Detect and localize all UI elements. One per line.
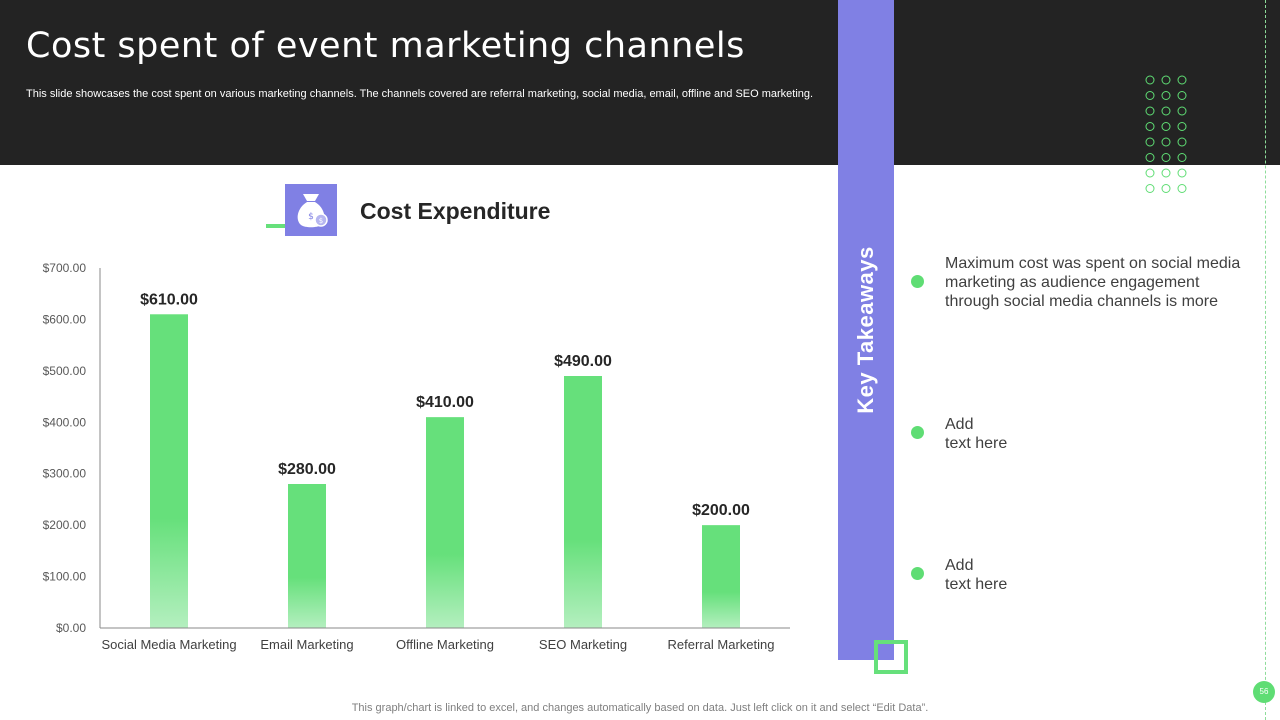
x-tick-label: Referral Marketing xyxy=(668,637,775,652)
y-tick-label: $300.00 xyxy=(43,467,87,481)
bar xyxy=(564,376,602,628)
takeaway-3-line-2: text here xyxy=(945,576,1008,593)
takeaway-text-3: Add text here xyxy=(945,556,1245,594)
page-subtitle: This slide showcases the cost spent on v… xyxy=(26,88,814,100)
bar xyxy=(702,525,740,628)
page-title: Cost spent of event marketing channels xyxy=(26,26,745,66)
takeaway-1-line-1: Maximum cost was spent on social media xyxy=(945,255,1241,272)
y-tick-label: $500.00 xyxy=(43,364,87,378)
header-bar: Cost spent of event marketing channels T… xyxy=(0,0,1280,165)
takeaway-2-line-1: Add xyxy=(945,416,974,433)
takeaway-bullet-3 xyxy=(911,567,924,580)
page-number-badge: 56 xyxy=(1253,681,1275,703)
y-tick-label: $100.00 xyxy=(43,570,87,584)
bar xyxy=(426,417,464,628)
cost-bar-chart: $0.00 $100.00 $200.00 $300.00 $400.00 $500.00… xyxy=(43,261,790,652)
y-tick-label: $200.00 xyxy=(43,518,87,532)
bar xyxy=(288,484,326,628)
takeaway-1-line-3: through social media channels is more xyxy=(945,293,1219,310)
bar xyxy=(150,314,188,628)
bar-value-label: $490.00 xyxy=(554,353,612,370)
y-tick-label: $400.00 xyxy=(43,415,87,429)
decorative-dot-grid xyxy=(1145,75,1187,193)
svg-text:$: $ xyxy=(319,217,323,225)
key-takeaways-band xyxy=(838,0,894,660)
x-tick-label: Email Marketing xyxy=(260,637,353,652)
bar-value-label: $280.00 xyxy=(278,461,336,478)
takeaway-bullet-1 xyxy=(911,275,924,288)
x-tick-label: Offline Marketing xyxy=(396,637,494,652)
takeaway-text-2: Add text here xyxy=(945,415,1245,453)
bar-value-label: $410.00 xyxy=(416,394,474,411)
decorative-dashed-line xyxy=(1265,0,1266,720)
chart-heading: Cost Expenditure xyxy=(360,198,551,224)
takeaway-bullet-2 xyxy=(911,426,924,439)
takeaway-1-line-2: marketing as audience engagement xyxy=(945,274,1200,291)
y-tick-label: $600.00 xyxy=(43,312,87,326)
svg-text:$: $ xyxy=(308,212,314,222)
x-tick-label: Social Media Marketing xyxy=(101,637,236,652)
bar-value-label: $200.00 xyxy=(692,502,750,519)
takeaway-text-1: Maximum cost was spent on social media m… xyxy=(945,254,1245,311)
footer-note: This graph/chart is linked to excel, and… xyxy=(351,702,929,714)
y-tick-label: $0.00 xyxy=(56,621,86,635)
bar-value-label: $610.00 xyxy=(140,291,198,308)
decorative-square xyxy=(874,640,908,674)
key-takeaways-label: Key Takeaways xyxy=(853,246,878,414)
takeaway-3-line-1: Add xyxy=(945,557,974,574)
money-bag-icon: $ $ xyxy=(285,184,337,236)
x-tick-label: SEO Marketing xyxy=(539,637,627,652)
y-tick-label: $700.00 xyxy=(43,261,87,275)
takeaway-2-line-2: text here xyxy=(945,435,1008,452)
